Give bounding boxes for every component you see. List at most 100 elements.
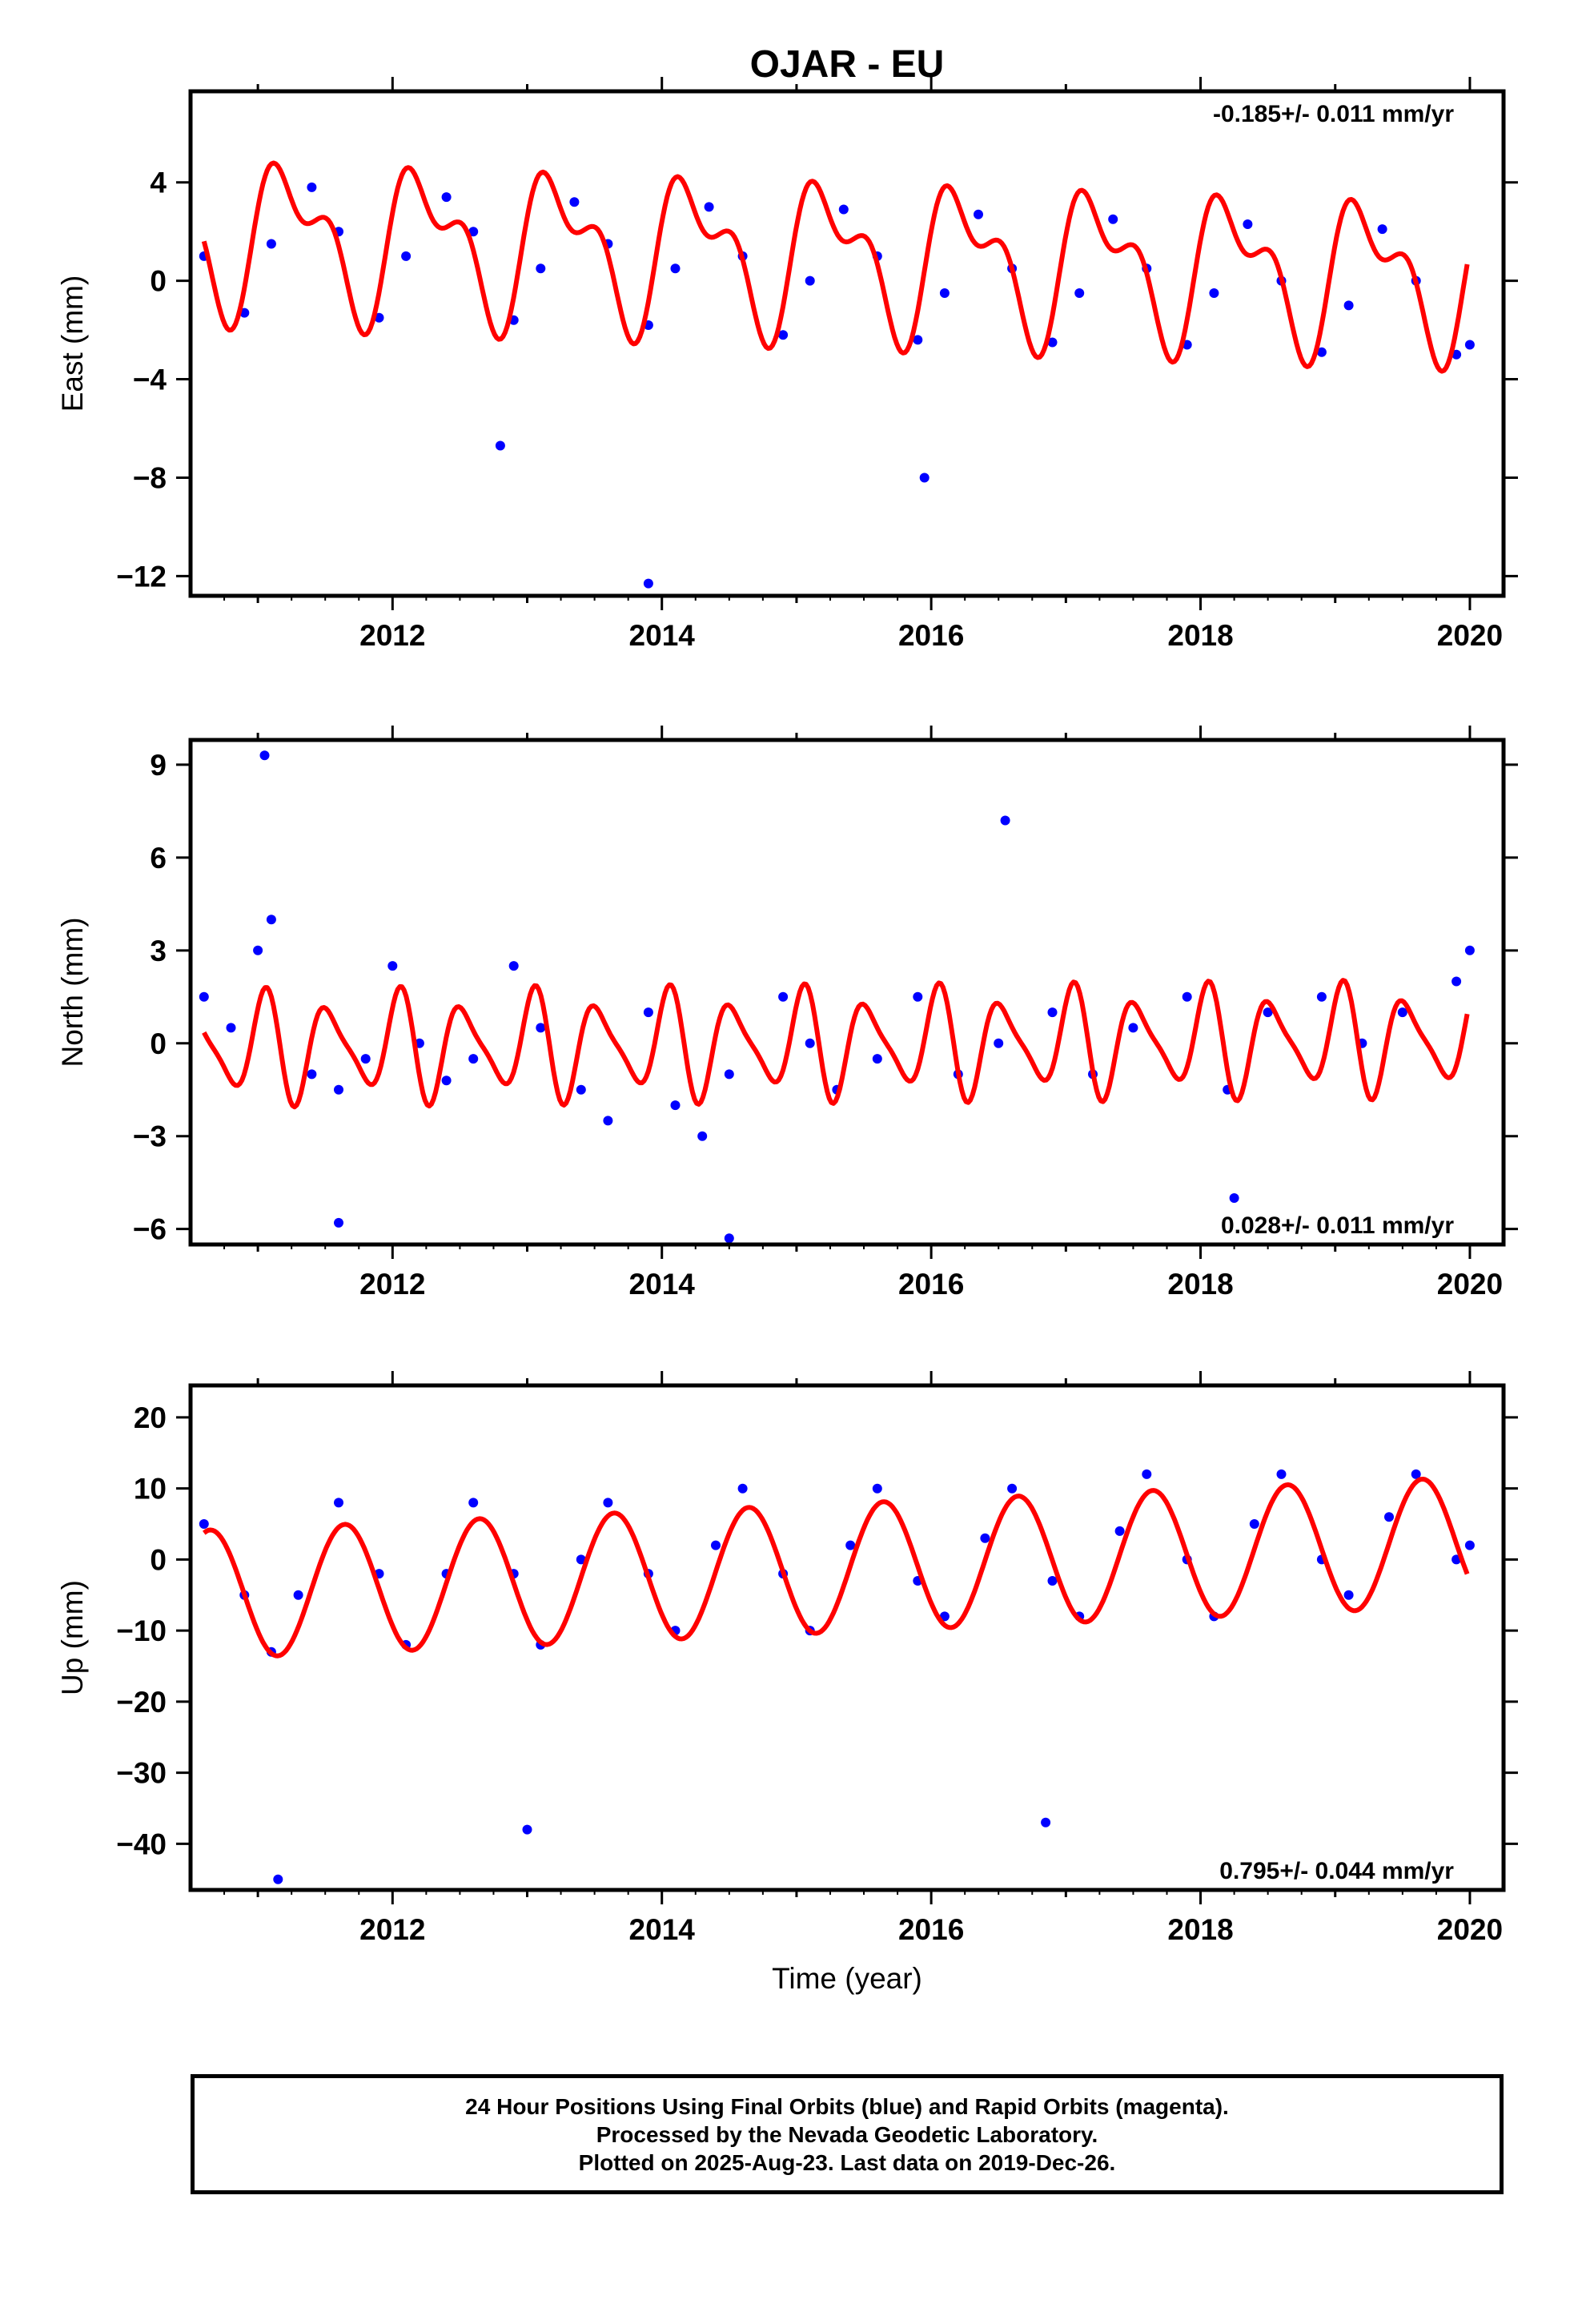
footer-line-2: Processed by the Nevada Geodetic Laborat… [596, 2121, 1098, 2147]
up-data-point [1411, 1469, 1421, 1479]
up-data-point [1276, 1469, 1287, 1479]
north-data-point [724, 1233, 734, 1244]
north-data-point [576, 1084, 586, 1095]
footer-line-1: 24 Hour Positions Using Final Orbits (bl… [465, 2093, 1229, 2119]
footer-note-box: 24 Hour Positions Using Final Orbits (bl… [191, 2074, 1504, 2194]
north-data-point [1000, 815, 1010, 826]
up-data-point [603, 1498, 613, 1508]
up-data-point [293, 1590, 303, 1600]
north-y-tick-label: 0 [150, 1027, 167, 1060]
up-data-point [1047, 1576, 1058, 1586]
north-data-point [508, 961, 519, 971]
up-plot-area [199, 1469, 1475, 1884]
east-data-point [1047, 337, 1058, 348]
north-x-tick-label: 2018 [1167, 1268, 1233, 1301]
up-data-point [199, 1519, 209, 1529]
east-data-point [1377, 224, 1387, 235]
north-data-point [1464, 945, 1475, 955]
up-y-tick-label: −20 [116, 1686, 167, 1719]
north-y-tick-label: 9 [150, 749, 167, 782]
up-panel: 2012 2014 2016 2018 202020100−10−20−30−40Up … [56, 1371, 1518, 1946]
north-data-point [536, 1023, 546, 1033]
north-y-tick-label: 3 [150, 935, 167, 967]
east-data-point [919, 472, 930, 483]
north-data-point [468, 1054, 479, 1064]
north-data-point [724, 1069, 734, 1080]
east-data-point [913, 335, 923, 345]
up-data-point [1249, 1519, 1259, 1529]
up-data-point [711, 1540, 721, 1550]
north-data-point [360, 1054, 371, 1064]
north-y-tick-label: −3 [133, 1120, 167, 1153]
up-y-tick-label: −30 [116, 1757, 167, 1790]
up-data-point [980, 1533, 990, 1543]
north-data-point [805, 1038, 815, 1048]
up-data-point [1142, 1469, 1152, 1479]
east-data-point [1343, 300, 1354, 311]
north-y-tick-label: 6 [150, 842, 167, 875]
north-y-axis-label: North (mm) [56, 917, 89, 1067]
north-frame [188, 738, 1506, 1247]
up-frame [188, 1383, 1506, 1892]
east-y-axis-label: East (mm) [56, 275, 89, 412]
north-data-point [778, 991, 789, 1002]
up-x-tick-label: 2016 [898, 1913, 964, 1946]
east-data-point [939, 288, 950, 298]
east-x-tick-label: 2012 [359, 619, 425, 652]
east-data-point [670, 263, 681, 274]
x-axis-label: Time (year) [772, 1962, 922, 1995]
east-y-tick-label: −12 [116, 560, 167, 593]
north-data-point [1316, 991, 1327, 1002]
north-data-point [1047, 1007, 1058, 1018]
east-data-point [401, 251, 412, 261]
up-data-point [1007, 1483, 1018, 1494]
north-data-point [387, 961, 398, 971]
north-rate-annotation: 0.028+/- 0.011 mm/yr [1221, 1212, 1454, 1239]
up-rate-annotation: 0.795+/- 0.044 mm/yr [1219, 1858, 1454, 1884]
north-data-point [1128, 1023, 1138, 1033]
north-data-point [1229, 1193, 1239, 1203]
up-data-point [939, 1611, 950, 1622]
east-data-point [704, 202, 714, 212]
east-x-tick-label: 2016 [898, 619, 964, 652]
east-data-point [1464, 340, 1475, 350]
east-data-point [643, 578, 653, 589]
up-y-tick-label: 10 [134, 1473, 167, 1506]
north-data-point [697, 1131, 708, 1141]
east-data-point [1452, 349, 1462, 360]
north-plot-area [199, 750, 1475, 1244]
north-data-point [307, 1069, 317, 1080]
up-data-point [1384, 1512, 1394, 1522]
east-data-point [1209, 288, 1219, 298]
east-data-point [1316, 347, 1327, 357]
north-data-point [1452, 976, 1462, 987]
up-data-point [872, 1483, 882, 1494]
north-data-point [334, 1084, 343, 1095]
east-data-point [778, 330, 789, 340]
up-fit-curve [203, 1477, 1470, 1659]
east-x-tick-label: 2020 [1437, 619, 1503, 652]
north-data-point [603, 1116, 613, 1126]
east-data-point [307, 182, 317, 192]
east-data-point [838, 204, 849, 215]
up-data-point [273, 1874, 283, 1884]
north-data-point [226, 1023, 236, 1033]
up-data-point [576, 1554, 586, 1565]
east-y-tick-label: 4 [150, 167, 167, 199]
east-rate-annotation: -0.185+/- 0.011 mm/yr [1213, 101, 1454, 127]
east-panel: 2012 2014 2016 2018 2020 4 0 −4 −8 −12 East (mm) -0… [56, 77, 1518, 652]
north-y-tick-label: −6 [133, 1213, 167, 1246]
up-x-tick-label: 2018 [1167, 1913, 1233, 1946]
up-data-point [1114, 1526, 1125, 1536]
east-data-point [441, 192, 452, 203]
east-data-point [266, 239, 276, 249]
east-y-tick-label: −8 [133, 461, 167, 494]
north-data-point [1263, 1007, 1273, 1018]
north-fit-curve [202, 978, 1470, 1110]
north-x-tick-label: 2012 [359, 1268, 425, 1301]
up-y-tick-label: −10 [116, 1614, 167, 1647]
up-data-point [522, 1824, 532, 1835]
chart-title: OJAR - EU [750, 43, 945, 86]
east-x-tick-label: 2018 [1167, 619, 1233, 652]
